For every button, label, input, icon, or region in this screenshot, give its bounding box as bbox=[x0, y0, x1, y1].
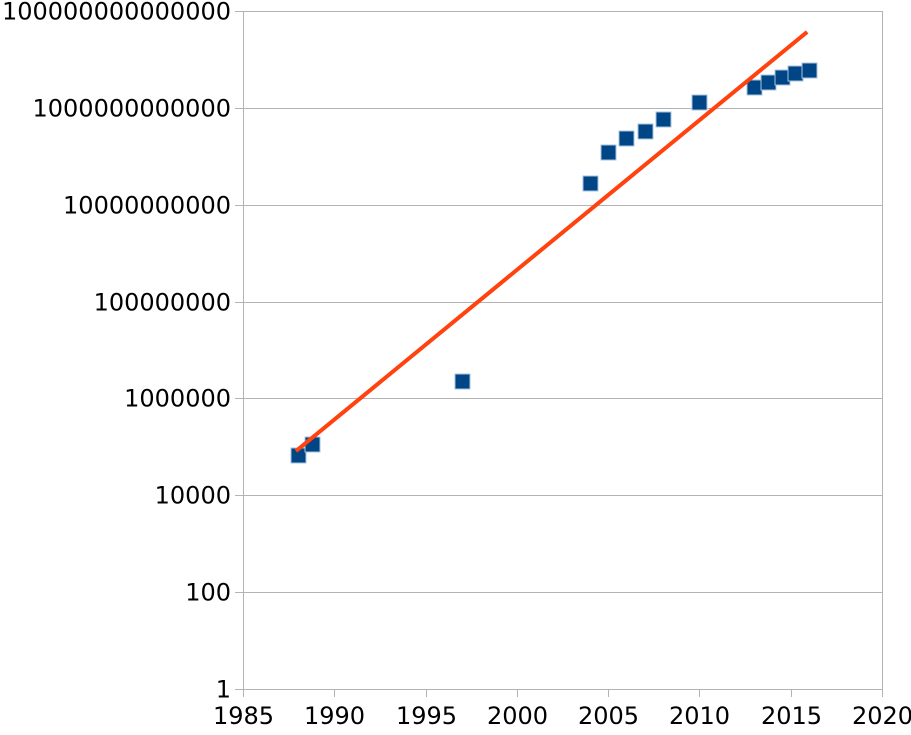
data-point-marker bbox=[801, 62, 818, 79]
x-tick-label: 1990 bbox=[304, 702, 365, 730]
data-point-marker bbox=[760, 74, 777, 91]
y-tick-label: 1000000 bbox=[124, 385, 231, 413]
y-tick-label: 100 bbox=[185, 579, 231, 607]
data-point-marker bbox=[655, 111, 672, 128]
x-tick-label: 2020 bbox=[852, 702, 911, 730]
y-tick-label: 100000000 bbox=[94, 289, 231, 317]
data-point-marker bbox=[787, 65, 804, 82]
y-tick-label: 1 bbox=[216, 676, 231, 704]
data-point-marker bbox=[582, 175, 599, 192]
data-point-marker bbox=[618, 130, 635, 147]
data-point-marker bbox=[600, 144, 617, 161]
x-tick-label: 1995 bbox=[396, 702, 457, 730]
trendline bbox=[294, 30, 809, 453]
data-point-marker bbox=[637, 123, 654, 140]
y-tick-label: 100000000000000 bbox=[2, 0, 231, 26]
x-tick-label: 2015 bbox=[761, 702, 822, 730]
x-tick-label: 2005 bbox=[578, 702, 639, 730]
y-tick-label: 10000 bbox=[155, 482, 231, 510]
data-point-marker bbox=[691, 94, 708, 111]
y-tick-label: 10000000000 bbox=[63, 192, 231, 220]
x-tick-label: 2010 bbox=[669, 702, 730, 730]
y-tick-label: 1000000000000 bbox=[32, 95, 231, 123]
data-point-marker bbox=[746, 79, 763, 96]
x-tick-label: 2000 bbox=[487, 702, 548, 730]
data-point-marker bbox=[454, 373, 471, 390]
plot-frame bbox=[243, 11, 883, 690]
x-tick-label: 1985 bbox=[213, 702, 274, 730]
